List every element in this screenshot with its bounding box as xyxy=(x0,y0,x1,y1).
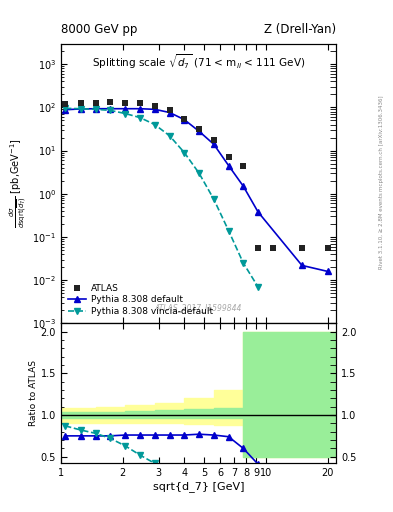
Pythia 8.308 vincia-default xyxy=(123,111,128,117)
Line: Pythia 8.308 default: Pythia 8.308 default xyxy=(62,106,330,274)
Y-axis label: $\frac{d\sigma}{d\mathrm{sqrt}(\overline{d_7})}$ [pb,GeV$^{-1}$]: $\frac{d\sigma}{d\mathrm{sqrt}(\overline… xyxy=(8,138,29,228)
Pythia 8.308 vincia-default xyxy=(94,106,98,113)
Pythia 8.308 vincia-default xyxy=(182,150,187,156)
Pythia 8.308 default xyxy=(196,128,201,134)
X-axis label: sqrt{d_7} [GeV]: sqrt{d_7} [GeV] xyxy=(153,481,244,492)
Pythia 8.308 default xyxy=(108,105,112,112)
Pythia 8.308 default xyxy=(299,262,304,268)
Pythia 8.308 default xyxy=(256,209,261,215)
Text: 8000 GeV pp: 8000 GeV pp xyxy=(61,23,137,36)
Pythia 8.308 vincia-default xyxy=(241,260,246,266)
ATLAS xyxy=(181,115,187,123)
Text: Rivet 3.1.10, ≥ 2.8M events: Rivet 3.1.10, ≥ 2.8M events xyxy=(379,192,384,269)
Pythia 8.308 vincia-default xyxy=(138,115,142,121)
Pythia 8.308 default xyxy=(79,106,83,112)
ATLAS xyxy=(78,99,84,107)
ATLAS xyxy=(226,153,232,161)
ATLAS xyxy=(240,161,246,169)
Text: Z (Drell-Yan): Z (Drell-Yan) xyxy=(264,23,336,36)
ATLAS xyxy=(107,98,113,106)
Pythia 8.308 vincia-default xyxy=(108,108,112,114)
Pythia 8.308 vincia-default xyxy=(211,196,216,202)
ATLAS xyxy=(270,244,276,252)
Pythia 8.308 default xyxy=(94,105,98,112)
ATLAS xyxy=(122,99,129,107)
ATLAS xyxy=(196,124,202,133)
Pythia 8.308 default xyxy=(226,162,231,168)
Pythia 8.308 vincia-default xyxy=(196,170,201,176)
Pythia 8.308 default xyxy=(241,183,246,189)
ATLAS xyxy=(62,100,68,108)
Pythia 8.308 vincia-default xyxy=(152,121,157,127)
Pythia 8.308 default xyxy=(211,141,216,147)
Pythia 8.308 default xyxy=(167,110,172,116)
Pythia 8.308 default xyxy=(182,117,187,123)
Pythia 8.308 default xyxy=(138,105,142,112)
Pythia 8.308 default xyxy=(152,106,157,113)
ATLAS xyxy=(324,244,331,252)
Pythia 8.308 default xyxy=(123,105,128,112)
Pythia 8.308 vincia-default xyxy=(256,284,261,290)
ATLAS xyxy=(211,136,217,144)
ATLAS xyxy=(299,244,305,252)
Y-axis label: Ratio to ATLAS: Ratio to ATLAS xyxy=(29,360,38,426)
Pythia 8.308 default xyxy=(325,268,330,274)
ATLAS xyxy=(152,101,158,110)
Pythia 8.308 vincia-default xyxy=(226,228,231,234)
ATLAS xyxy=(137,99,143,107)
ATLAS xyxy=(166,106,173,115)
Legend: ATLAS, Pythia 8.308 default, Pythia 8.308 vincia-default: ATLAS, Pythia 8.308 default, Pythia 8.30… xyxy=(65,281,215,319)
Text: mcplots.cern.ch [arXiv:1306.3436]: mcplots.cern.ch [arXiv:1306.3436] xyxy=(379,96,384,191)
Text: Splitting scale $\sqrt{d_7}$ (71 < m$_{ll}$ < 111 GeV): Splitting scale $\sqrt{d_7}$ (71 < m$_{l… xyxy=(92,52,305,71)
Pythia 8.308 vincia-default xyxy=(63,105,68,112)
Pythia 8.308 vincia-default xyxy=(167,133,172,139)
Pythia 8.308 default xyxy=(63,106,68,113)
Pythia 8.308 vincia-default xyxy=(79,105,83,112)
Line: Pythia 8.308 vincia-default: Pythia 8.308 vincia-default xyxy=(62,105,261,290)
ATLAS xyxy=(93,99,99,107)
ATLAS xyxy=(255,244,261,252)
Text: ATLAS_2017_I1599844: ATLAS_2017_I1599844 xyxy=(155,303,242,312)
